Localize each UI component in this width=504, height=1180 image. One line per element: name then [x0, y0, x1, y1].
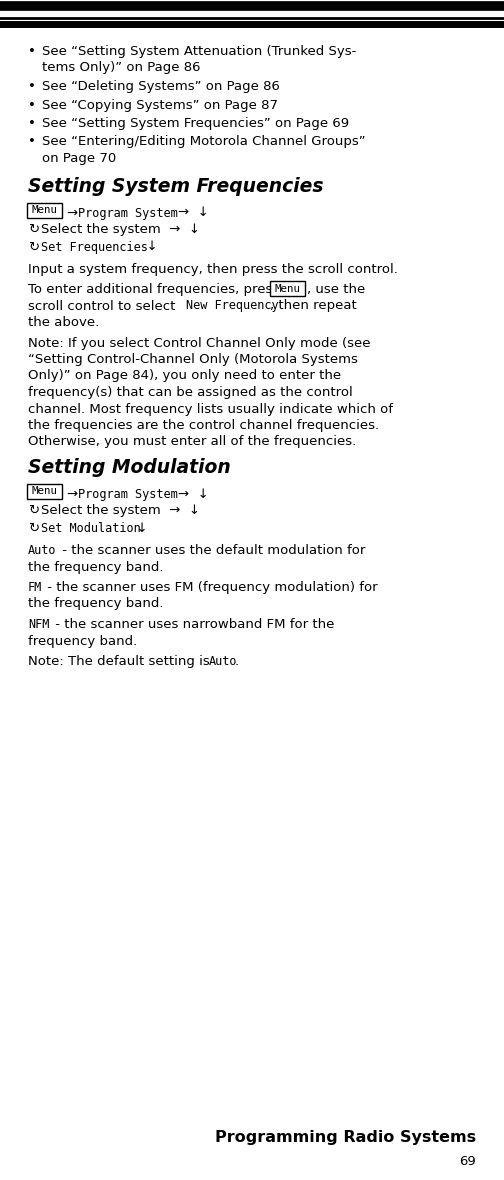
Text: Program System: Program System [78, 206, 178, 219]
Text: Auto: Auto [28, 544, 56, 557]
Text: •: • [28, 45, 36, 58]
Text: Select the system  →  ↓: Select the system → ↓ [41, 504, 200, 517]
Text: •: • [28, 98, 36, 111]
Text: →  ↓: → ↓ [178, 206, 209, 219]
Text: tems Only)” on Page 86: tems Only)” on Page 86 [42, 61, 201, 74]
Text: •: • [28, 80, 36, 93]
Text: See “Deleting Systems” on Page 86: See “Deleting Systems” on Page 86 [42, 80, 280, 93]
Text: channel. Most frequency lists usually indicate which of: channel. Most frequency lists usually in… [28, 402, 393, 415]
Text: Setting System Frequencies: Setting System Frequencies [28, 177, 324, 196]
Text: ↻: ↻ [28, 504, 39, 517]
Text: , use the: , use the [307, 283, 365, 296]
Text: ↻: ↻ [28, 223, 39, 236]
Text: Programming Radio Systems: Programming Radio Systems [215, 1130, 476, 1145]
Text: →  ↓: → ↓ [178, 489, 209, 502]
FancyBboxPatch shape [270, 281, 305, 296]
Text: →: → [66, 489, 77, 502]
Text: •: • [28, 117, 36, 130]
Text: Set Modulation: Set Modulation [41, 522, 141, 535]
Text: Set Frequencies: Set Frequencies [41, 241, 148, 254]
Text: 69: 69 [459, 1155, 476, 1168]
Text: frequency band.: frequency band. [28, 635, 137, 648]
Text: ↻: ↻ [28, 522, 39, 535]
Text: Note: The default setting is: Note: The default setting is [28, 655, 214, 668]
Text: See “Copying Systems” on Page 87: See “Copying Systems” on Page 87 [42, 98, 278, 111]
Text: “Setting Control-Channel Only (Motorola Systems: “Setting Control-Channel Only (Motorola … [28, 353, 358, 366]
Text: →: → [66, 206, 77, 219]
Text: See “Setting System Attenuation (Trunked Sys-: See “Setting System Attenuation (Trunked… [42, 45, 356, 58]
Text: the frequencies are the control channel frequencies.: the frequencies are the control channel … [28, 419, 379, 432]
Text: ↓: ↓ [138, 241, 158, 254]
Text: New Frequency: New Frequency [186, 300, 279, 313]
Text: Menu: Menu [275, 283, 300, 294]
Text: ↓: ↓ [128, 522, 148, 535]
Text: Only)” on Page 84), you only need to enter the: Only)” on Page 84), you only need to ent… [28, 369, 341, 382]
Text: Menu: Menu [31, 205, 57, 215]
Text: •: • [28, 136, 36, 149]
Text: on Page 70: on Page 70 [42, 152, 116, 165]
Text: - the scanner uses the default modulation for: - the scanner uses the default modulatio… [58, 544, 365, 557]
FancyBboxPatch shape [27, 484, 62, 499]
Text: - the scanner uses FM (frequency modulation) for: - the scanner uses FM (frequency modulat… [43, 581, 377, 594]
Text: Setting Modulation: Setting Modulation [28, 458, 231, 477]
Text: NFM: NFM [28, 618, 49, 631]
Text: Menu: Menu [31, 486, 57, 497]
Text: See “Entering/Editing Motorola Channel Groups”: See “Entering/Editing Motorola Channel G… [42, 136, 365, 149]
Text: Input a system frequency, then press the scroll control.: Input a system frequency, then press the… [28, 262, 398, 275]
Text: - the scanner uses narrowband FM for the: - the scanner uses narrowband FM for the [51, 618, 334, 631]
Text: Auto: Auto [209, 655, 237, 668]
Text: the frequency band.: the frequency band. [28, 597, 163, 610]
Text: the frequency band.: the frequency band. [28, 560, 163, 573]
Text: the above.: the above. [28, 316, 99, 329]
Text: Otherwise, you must enter all of the frequencies.: Otherwise, you must enter all of the fre… [28, 435, 356, 448]
Text: , then repeat: , then repeat [270, 300, 357, 313]
Text: Program System: Program System [78, 489, 178, 502]
Text: Note: If you select Control Channel Only mode (see: Note: If you select Control Channel Only… [28, 336, 370, 349]
Text: ↻: ↻ [28, 241, 39, 254]
FancyBboxPatch shape [27, 203, 62, 217]
Text: Select the system  →  ↓: Select the system → ↓ [41, 223, 200, 236]
Text: See “Setting System Frequencies” on Page 69: See “Setting System Frequencies” on Page… [42, 117, 349, 130]
Text: frequency(s) that can be assigned as the control: frequency(s) that can be assigned as the… [28, 386, 353, 399]
Text: scroll control to select: scroll control to select [28, 300, 179, 313]
Text: FM: FM [28, 581, 42, 594]
Text: To enter additional frequencies, press: To enter additional frequencies, press [28, 283, 283, 296]
Text: .: . [235, 655, 239, 668]
